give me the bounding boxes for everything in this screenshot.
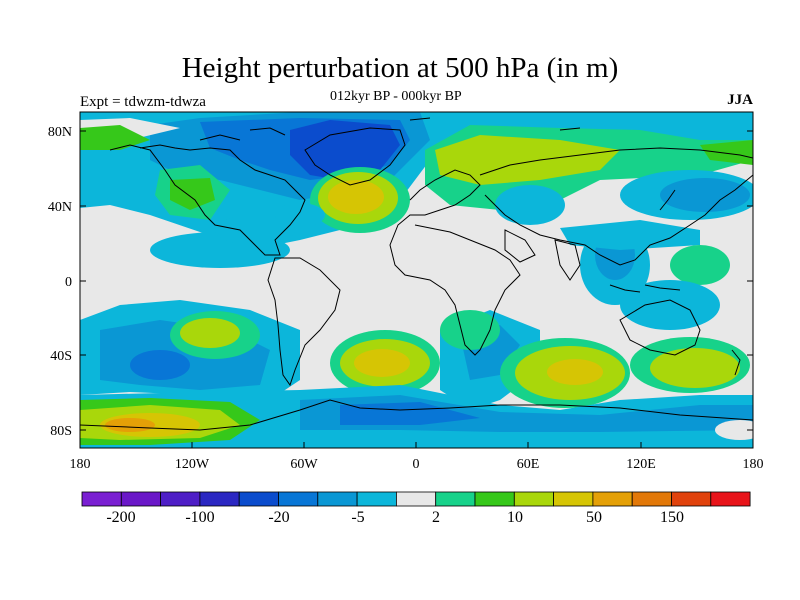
lon-label-0: 0: [413, 457, 420, 472]
contour-region: [328, 180, 384, 214]
colorbar-swatch: [513, 491, 554, 507]
colorbar-labels: -200 -100 -20 -5 2 10 50 150: [106, 509, 684, 526]
colorbar-swatch: [710, 491, 751, 507]
lon-label-120w: 120W: [175, 457, 210, 472]
colorbar-swatch: [631, 491, 672, 507]
contour-region: [170, 178, 215, 210]
contour-region: [180, 318, 240, 348]
contour-region: [275, 203, 325, 227]
map-ticks: [80, 130, 753, 448]
lon-label-120e: 120E: [626, 457, 656, 472]
colorbar-swatch: [81, 491, 122, 507]
season-label: JJA: [727, 92, 753, 108]
colorbar-swatch: [356, 491, 397, 507]
contour-region: [440, 310, 500, 350]
contour-region: [660, 178, 750, 212]
colorbar-swatch: [435, 491, 476, 507]
lon-label-180e: 180: [743, 457, 764, 472]
contour-region: [354, 349, 410, 377]
contour-region: [460, 432, 540, 448]
contour-region: [670, 245, 730, 285]
colorbar-label: -200: [106, 509, 135, 526]
colorbar-label: 150: [660, 509, 684, 526]
contour-region: [700, 140, 753, 165]
colorbar-swatch: [278, 491, 319, 507]
colorbar-label: -100: [185, 509, 214, 526]
contour-region: [215, 215, 295, 245]
experiment-label: Expt = tdwzm-tdwza: [80, 94, 206, 110]
colorbar-swatch: [592, 491, 633, 507]
lon-label-60e: 60E: [517, 457, 540, 472]
colorbar-label: -5: [351, 509, 364, 526]
map-title: Height perturbation at 500 hPa (in m): [181, 52, 619, 84]
contour-region: [435, 135, 620, 185]
contour-region: [290, 120, 400, 180]
contour-region: [560, 220, 700, 250]
contour-region: [105, 418, 155, 432]
colorbar-swatch: [199, 491, 240, 507]
contour-region: [620, 280, 720, 330]
contour-region: [650, 348, 740, 388]
colorbar-swatch: [120, 491, 162, 507]
lat-label-0: 0: [65, 275, 72, 290]
contour-fields: [80, 112, 753, 448]
colorbar: [81, 491, 751, 507]
colorbar-swatch: [160, 491, 201, 507]
period-label: 012kyr BP - 000kyr BP: [330, 89, 462, 104]
lat-label-80n: 80N: [48, 125, 72, 140]
contour-region: [715, 420, 753, 440]
colorbar-label: 50: [586, 509, 602, 526]
contour-region: [340, 402, 480, 425]
lon-label-180w: 180: [70, 457, 91, 472]
contour-region: [495, 185, 565, 225]
contour-region: [547, 359, 603, 385]
lon-label-60w: 60W: [290, 457, 318, 472]
lat-label-40s: 40S: [50, 349, 72, 364]
contour-region: [130, 350, 190, 380]
contour-region: [80, 125, 150, 150]
colorbar-swatch: [474, 491, 515, 507]
colorbar-label: 2: [432, 509, 440, 526]
colorbar-swatch: [671, 491, 712, 507]
colorbar-label: 10: [507, 509, 523, 526]
lat-label-80s: 80S: [50, 424, 72, 439]
colorbar-label: -20: [268, 509, 289, 526]
coastlines: [80, 117, 753, 431]
colorbar-swatch: [395, 491, 437, 507]
colorbar-swatch: [238, 491, 279, 507]
colorbar-swatch: [317, 491, 358, 507]
colorbar-swatch: [553, 491, 594, 507]
lat-label-40n: 40N: [48, 200, 72, 215]
